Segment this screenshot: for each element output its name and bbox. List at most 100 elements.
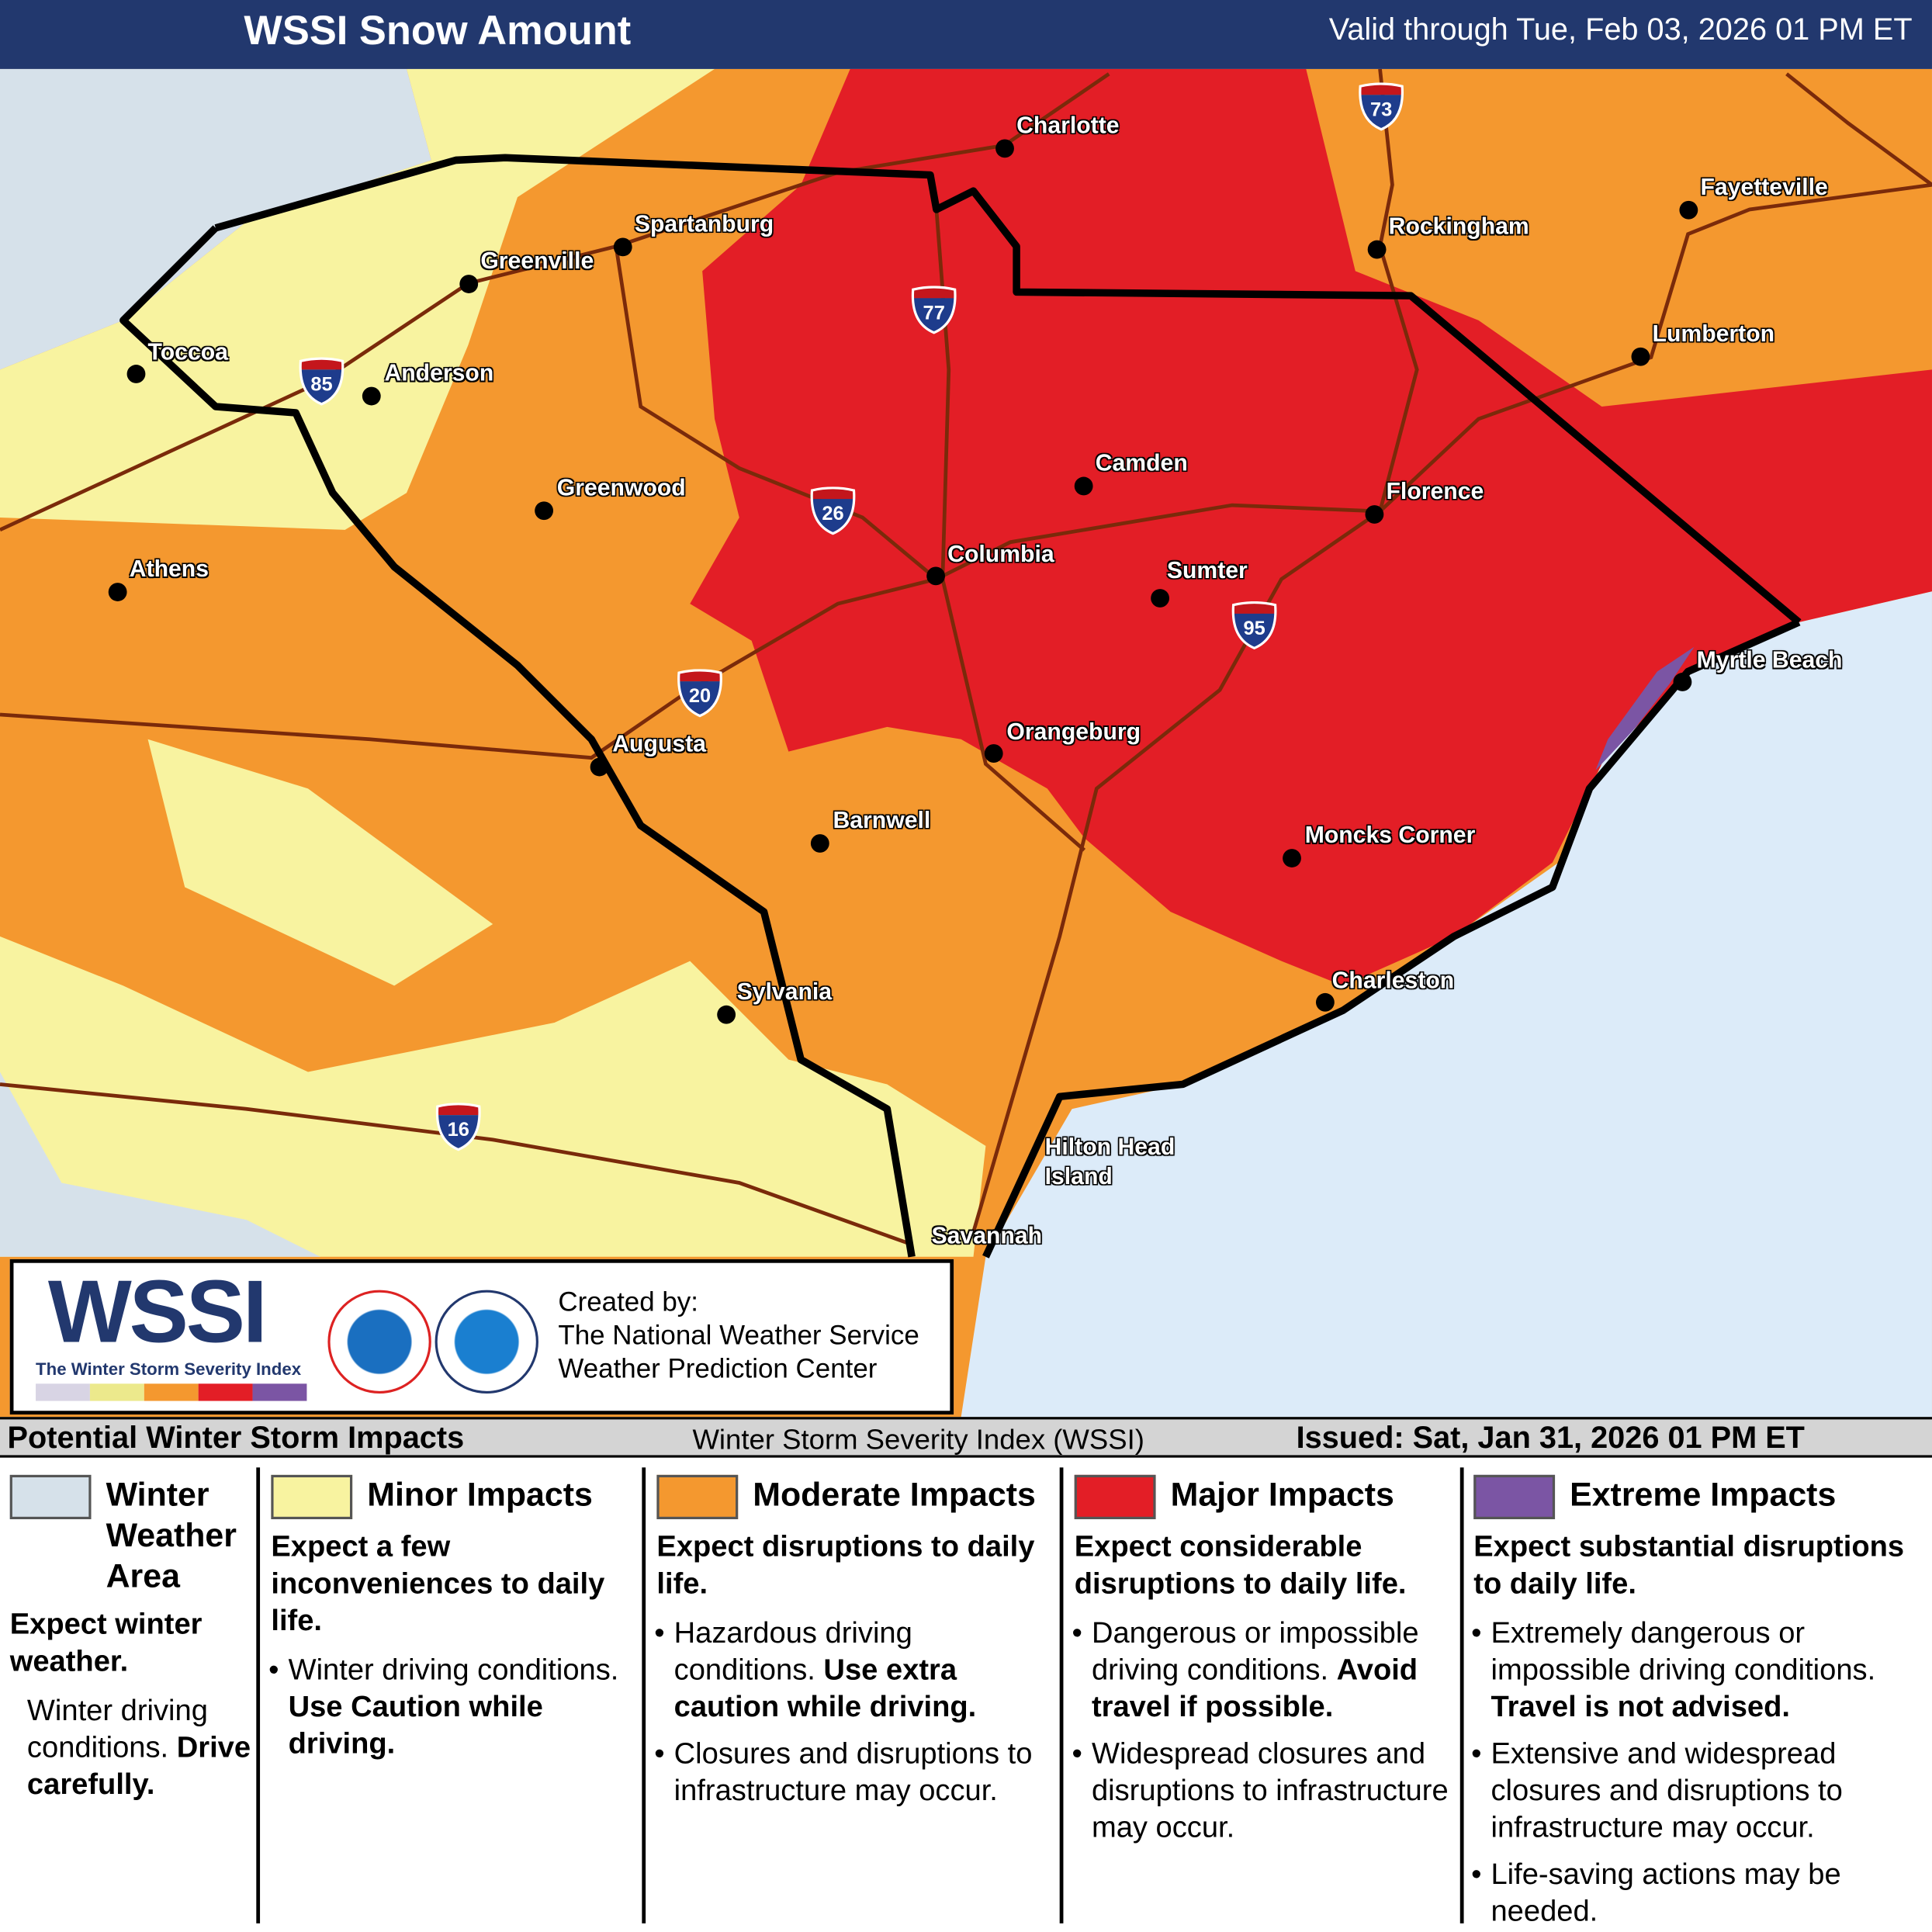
legend-swatch [1074,1474,1156,1520]
legend-title: Extreme Impacts [1570,1476,1837,1514]
city-dot [1673,673,1692,691]
legend-title: Major Impacts [1170,1476,1394,1514]
nws-seal-icon [327,1290,431,1394]
legend-lead: Expect a few inconveniences to daily lif… [271,1530,605,1638]
city-dot [535,501,554,521]
impact-legend: Winter Weather Area Expect winter weather… [0,1458,1932,1932]
city-label: Athens [129,556,209,583]
legend-lead: Expect disruptions to daily life. [656,1530,1035,1601]
legend-divider [256,1467,261,1923]
interstate-shield-icon: 20 [675,669,725,718]
legend-bullet: • Dangerous or impossible driving conditi… [1072,1616,1419,1724]
city-dot [590,757,609,777]
city-dot [717,1005,736,1024]
city-label: Columbia [947,542,1054,569]
city-label: Orangeburg [1006,719,1141,746]
legend-lead: Expect substantial disruptions to daily … [1473,1530,1905,1601]
wssi-colorbar [36,1383,307,1401]
legend-divider [1059,1467,1064,1923]
legend-swatch [271,1474,353,1520]
credit-line: Created by: [558,1286,698,1317]
legend-moderate: Moderate Impacts Expect disruptions to da… [647,1458,1056,1926]
winter-area [0,1072,320,1257]
bullet-icon: • [268,1653,279,1687]
wssi-logo: WSSI [47,1262,268,1362]
city-dot [926,566,945,586]
interstate-shield-icon: 77 [909,286,959,335]
credit-line: Weather Prediction Center [558,1352,878,1384]
city-dot [1631,347,1650,366]
legend-bullet-emphasis: Travel is not advised. [1491,1690,1790,1724]
legend-minor: Minor Impacts Expect a few inconveniences… [261,1458,637,1926]
city-label: Camden [1095,451,1188,477]
credit-line: The National Weather Service [558,1319,919,1351]
city-label: Lumberton [1652,321,1775,348]
legend-bullet: • Life-saving actions may be needed. [1471,1858,1841,1929]
map: Charlotte Fayetteville Rockingham Spartanbu… [0,68,1932,1418]
city-dot [1679,200,1698,220]
legend-winter: Winter Weather Area Expect winter weather… [0,1458,253,1926]
legend-header: Moderate Impacts [656,1474,1056,1520]
city-label: Charlotte [1016,113,1120,140]
legend-bullet: • Hazardous driving conditions. Use extra… [654,1616,977,1724]
city-label: Anderson [384,361,494,387]
interstate-shield-icon: 95 [1230,601,1279,651]
city-dot [126,365,146,383]
bullet-icon: • [1072,1616,1082,1650]
legend-bullet: • Closures and disruptions to infrastruct… [654,1737,1033,1808]
minor-area [0,68,715,530]
interstate-shield-icon: 85 [297,357,347,407]
city-label: Rockingham [1388,214,1529,241]
issued-time: Issued: Sat, Jan 31, 2026 01 PM ET [1296,1420,1805,1456]
ocean [961,591,1932,1418]
logo-panel: WSSI The Winter Storm Severity Index Cre… [9,1259,954,1415]
legend-major: Major Impacts Expect considerable disrupt… [1065,1458,1456,1926]
bullet-icon: • [654,1616,665,1650]
extreme-area [1595,646,1695,770]
valid-time: Valid through Tue, Feb 03, 2026 01 PM ET [1328,12,1913,47]
index-name: Winter Storm Severity Index (WSSI) [692,1423,1144,1456]
interstate-shield-icon: 73 [1356,82,1406,132]
winter-area [0,68,431,370]
credit-text: Created by: The National Weather Service… [558,1285,919,1385]
legend-header: Minor Impacts [271,1474,637,1520]
legend-swatch [9,1474,92,1520]
legend-lead: Expect winter weather. [9,1608,203,1678]
city-dot [1283,849,1301,867]
legend-header: Extreme Impacts [1473,1474,1926,1520]
legend-header: Winter Weather Area [9,1474,253,1597]
legend-bullet: Winter driving conditions. Drive careful… [26,1694,251,1802]
legend-header: Major Impacts [1074,1474,1456,1520]
legend-divider [1459,1467,1464,1923]
legend-title: Minor Impacts [367,1476,593,1514]
city-dot [613,237,632,257]
city-dot [459,275,479,293]
interstate-shield-icon: 26 [808,486,858,536]
city-label: Greenwood [556,475,686,502]
bullet-icon: • [1072,1737,1082,1771]
city-label: Savannah [931,1223,1043,1250]
city-dot [995,139,1014,158]
state-borders [119,154,1802,1259]
legend-title: Moderate Impacts [753,1476,1036,1514]
city-dot [362,386,381,406]
city-label: Charleston [1331,968,1455,995]
bullet-icon: • [654,1737,665,1771]
legend-bullet-emphasis: Avoid travel if possible. [1091,1653,1418,1724]
city-dot [1315,992,1335,1012]
city-label: Sylvania [736,979,833,1006]
city-dot [1151,589,1170,608]
map-canvas [0,68,1932,1418]
legend-extreme: Extreme Impacts Expect substantial disrup… [1464,1458,1927,1928]
bullet-icon: • [1471,1858,1482,1892]
legend-bullet: • Extensive and widespread closures and d… [1471,1737,1843,1845]
city-dot [1367,240,1387,259]
legend-bullet-emphasis: Use extra caution while driving. [673,1653,977,1724]
legend-bullet: • Extremely dangerous or impossible drivi… [1471,1616,1876,1724]
legend-bullet-emphasis: Drive carefully. [26,1731,251,1802]
minor-area [147,739,493,986]
city-dot [1074,476,1093,496]
legend-title-bar: Potential Winter Storm Impacts Winter St… [0,1417,1932,1458]
wssi-logo-subtitle: The Winter Storm Severity Index [36,1359,302,1379]
